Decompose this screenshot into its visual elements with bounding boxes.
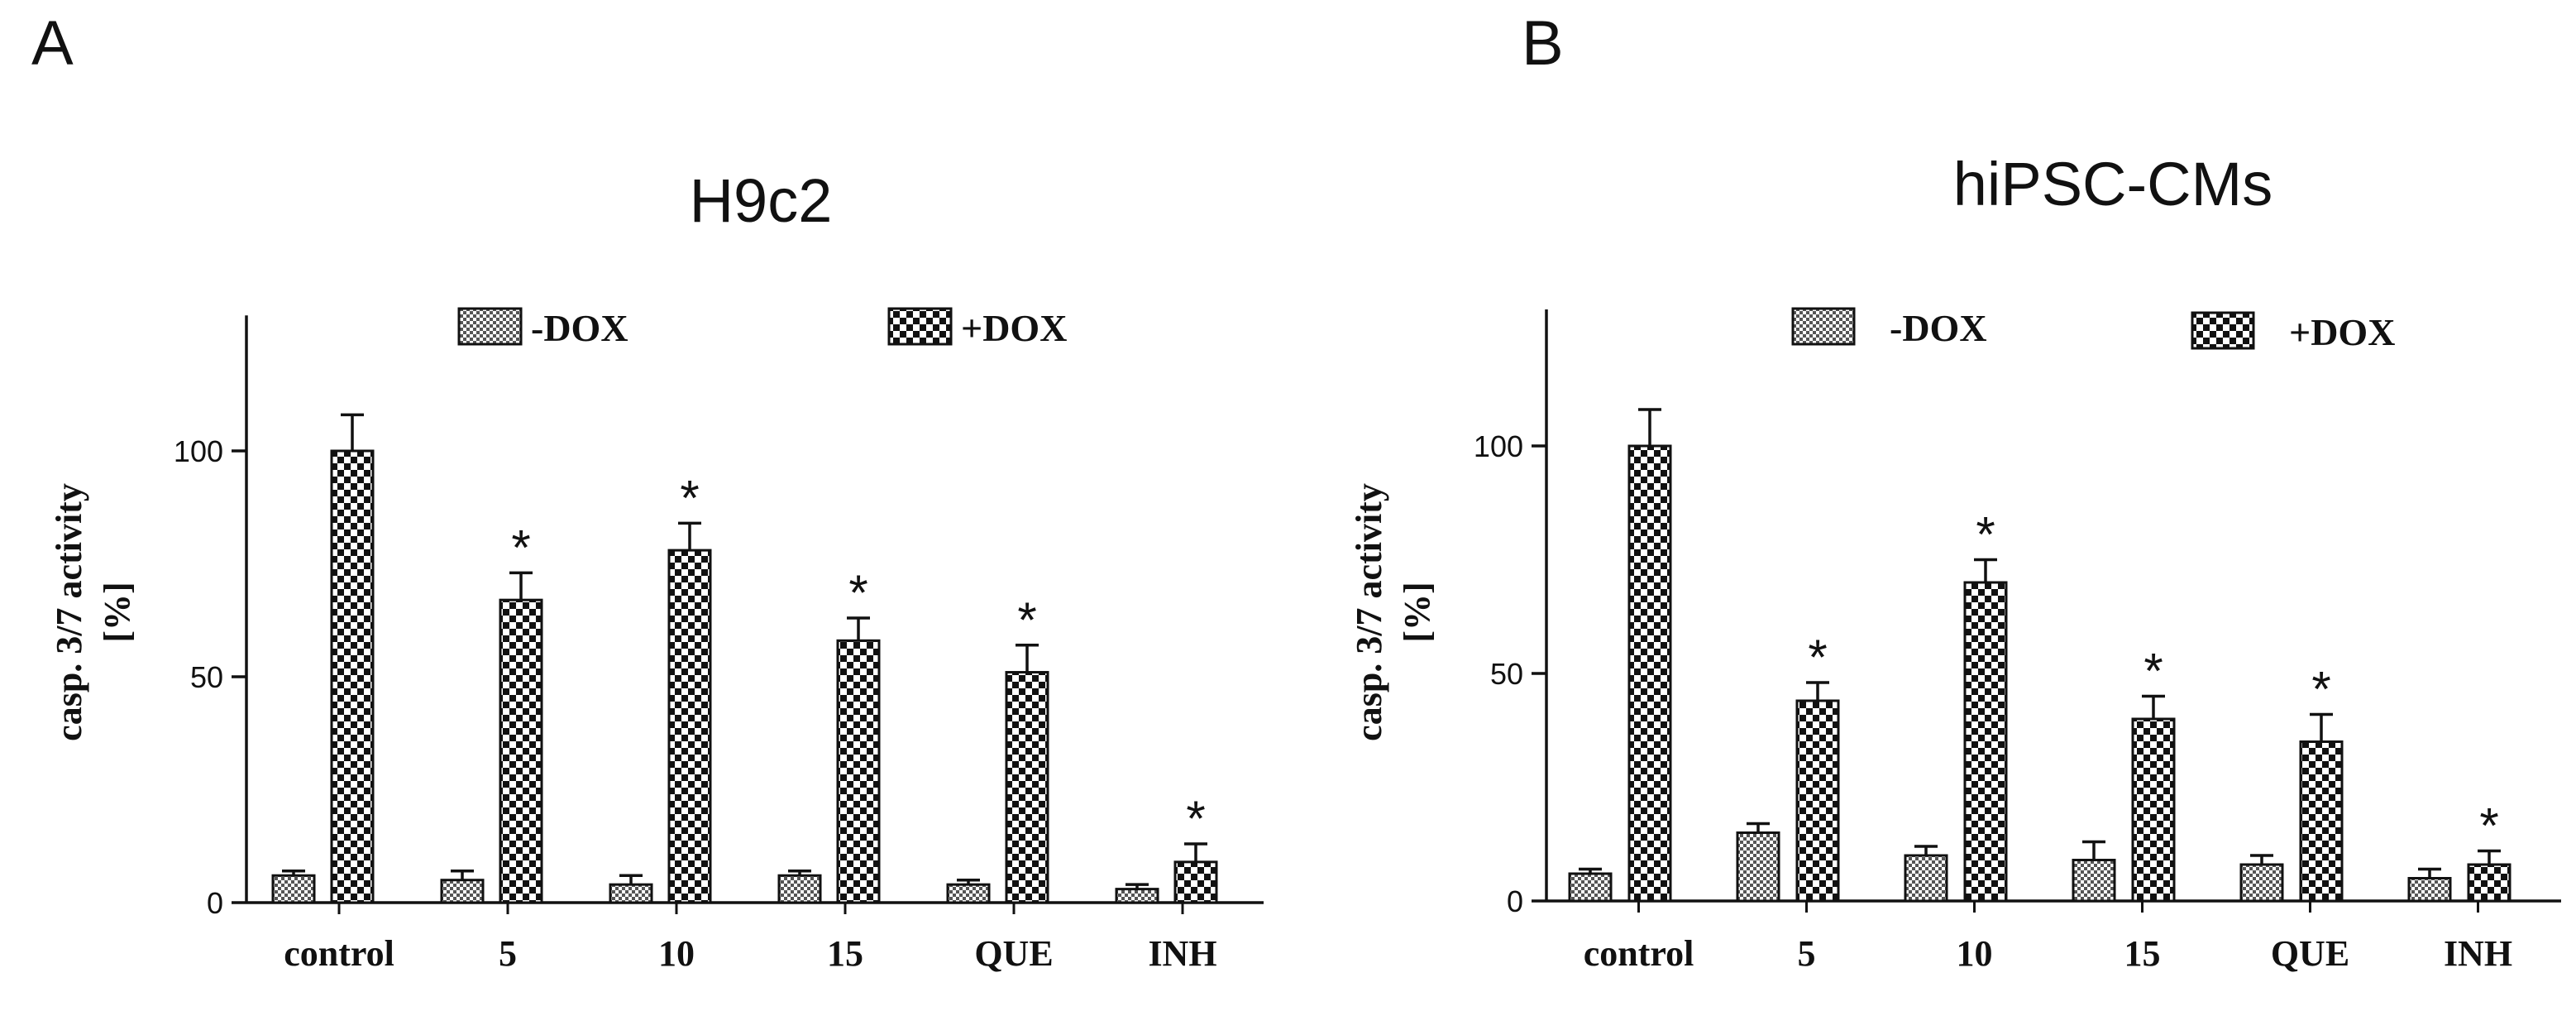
legend-label-plus-dox: +DOX	[2289, 311, 2395, 353]
x-tick-label: INH	[2444, 933, 2512, 974]
bar-plus-dox	[1963, 581, 2008, 903]
panel-letter: A	[31, 8, 74, 79]
bar-minus-dox	[946, 883, 991, 904]
bar-minus-dox	[2407, 877, 2452, 903]
x-tick-label: 5	[499, 933, 517, 974]
bar-plus-dox	[499, 598, 543, 904]
y-tick-label: 0	[1507, 884, 1523, 918]
legend-swatch-plus-dox	[887, 307, 953, 346]
bar-minus-dox	[271, 874, 316, 904]
bar-minus-dox	[1568, 872, 1613, 903]
bar-minus-dox	[2239, 863, 2284, 903]
y-axis-label-line1: casp. 3/7 activity	[49, 483, 89, 741]
y-tick-label: 100	[1474, 429, 1523, 463]
legend-swatch-plus-dox	[2191, 311, 2255, 350]
significance-star: *	[2143, 644, 2163, 699]
panel-a-chart: A H9c2 casp. 3/7 activity [%] 0 50 100 -DOX +DOX…	[31, 8, 1264, 974]
significance-star: *	[1186, 791, 1205, 846]
x-tick-label: QUE	[2271, 933, 2349, 974]
bar-minus-dox	[2072, 859, 2116, 903]
x-tick-label: control	[284, 933, 394, 974]
significance-star: *	[1017, 592, 1036, 648]
y-axis-label-line2: [%]	[1397, 582, 1437, 642]
y-tick-label: 100	[174, 434, 223, 468]
bar-plus-dox	[2131, 717, 2176, 903]
x-tick-label: 10	[658, 933, 695, 974]
y-axis-label-line1: casp. 3/7 activity	[1349, 483, 1389, 741]
legend-swatch-minus-dox	[1791, 307, 1856, 346]
bar-minus-dox	[1115, 888, 1159, 904]
significance-star: *	[2311, 662, 2330, 717]
significance-star: *	[1808, 630, 1827, 685]
bar-plus-dox	[667, 549, 712, 904]
x-tick-label: QUE	[974, 933, 1053, 974]
y-tick-label: 50	[190, 660, 223, 694]
significance-star: *	[848, 565, 867, 620]
legend-label-plus-dox: +DOX	[961, 307, 1067, 349]
bar-minus-dox	[1736, 831, 1780, 903]
y-axis-label: casp. 3/7 activity [%]	[1349, 483, 1437, 741]
x-tick-label: INH	[1148, 933, 1216, 974]
x-tick-label: 5	[1798, 933, 1816, 974]
x-tick-label: 15	[827, 933, 863, 974]
legend-label-minus-dox: -DOX	[1890, 307, 1987, 349]
significance-star: *	[2479, 798, 2498, 854]
y-tick-label: 0	[207, 886, 223, 920]
bar-plus-dox	[1005, 671, 1049, 904]
y-axis-label-line2: [%]	[97, 582, 137, 642]
x-tick-label: control	[1584, 933, 1694, 974]
bar-plus-dox	[836, 639, 881, 904]
y-tick-label: 50	[1490, 657, 1523, 691]
bar-plus-dox	[2299, 740, 2344, 903]
x-tick-label: 15	[2124, 933, 2161, 974]
y-axis-label: casp. 3/7 activity [%]	[49, 483, 137, 741]
bar-plus-dox	[1627, 444, 1672, 903]
x-tick-label: 10	[1957, 933, 1993, 974]
chart-title: H9c2	[690, 166, 833, 235]
bar-plus-dox	[1795, 699, 1840, 903]
significance-star: *	[511, 520, 530, 575]
bar-plus-dox	[2467, 863, 2511, 903]
bar-minus-dox	[777, 874, 822, 904]
bar-plus-dox	[330, 449, 375, 904]
legend-swatch-minus-dox	[457, 307, 523, 346]
bar-minus-dox	[609, 883, 653, 904]
bar-minus-dox	[1904, 854, 1948, 903]
significance-star: *	[1976, 507, 1995, 563]
panel-letter: B	[1522, 8, 1564, 79]
legend-label-minus-dox: -DOX	[531, 307, 628, 349]
bar-plus-dox	[1173, 860, 1218, 904]
chart-title: hiPSC-CMs	[1953, 150, 2273, 218]
significance-star: *	[680, 470, 699, 525]
bar-minus-dox	[440, 879, 485, 904]
